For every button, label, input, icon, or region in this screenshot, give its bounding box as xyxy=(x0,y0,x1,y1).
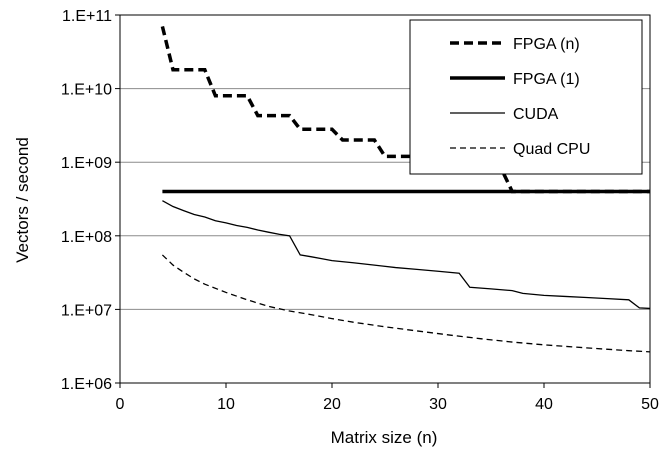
legend-label: Quad CPU xyxy=(513,141,590,158)
x-tick-label: 30 xyxy=(429,396,447,413)
x-tick-label: 20 xyxy=(323,396,341,413)
series-line-cuda xyxy=(162,200,651,310)
x-tick-label: 10 xyxy=(217,396,235,413)
axis-ticks: 1.E+06 1.E+07 1.E+08 1.E+09 1.E+10 1.E+11 0 10 2… xyxy=(61,8,659,413)
y-axis-title: Vectors / second xyxy=(13,137,32,263)
y-tick-label: 1.E+07 xyxy=(61,302,112,319)
y-tick-label: 1.E+10 xyxy=(61,82,112,99)
x-axis-title: Matrix size (n) xyxy=(331,428,438,447)
x-tick-label: 40 xyxy=(535,396,553,413)
legend-box xyxy=(409,19,643,175)
plot-area-frame xyxy=(119,14,651,384)
y-tick-label: 1.E+11 xyxy=(62,8,112,25)
x-tick-label: 0 xyxy=(116,396,125,413)
x-tick-label: 50 xyxy=(641,396,659,413)
series-line-quad-cpu xyxy=(161,254,651,353)
legend-label: FPGA (1) xyxy=(513,71,580,88)
y-tick-label: 1.E+06 xyxy=(61,376,112,393)
y-tick-label: 1.E+09 xyxy=(61,155,112,172)
legend: FPGA (n) FPGA (1) CUDA Quad CPU xyxy=(409,19,643,175)
y-tick-label: 1.E+08 xyxy=(61,229,112,246)
legend-label: FPGA (n) xyxy=(513,36,580,53)
legend-label: CUDA xyxy=(513,106,559,123)
